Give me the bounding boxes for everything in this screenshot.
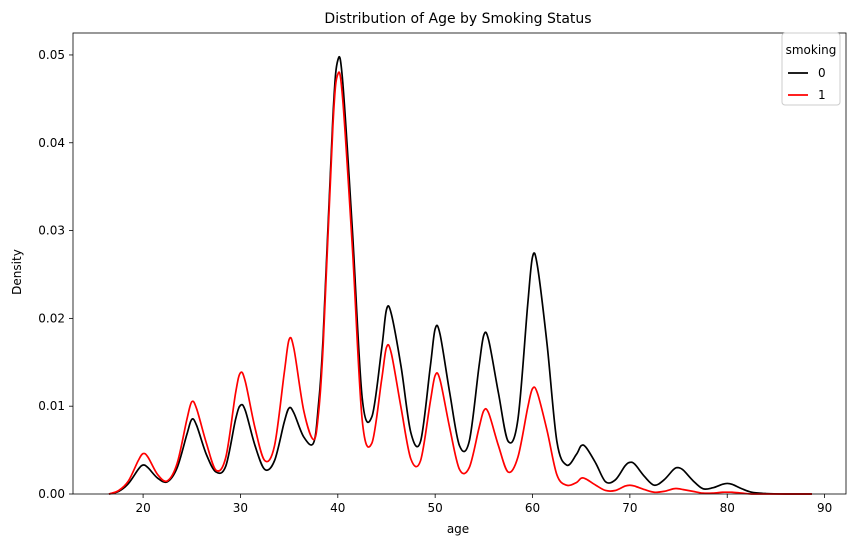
y-axis-label: Density [10,249,24,295]
legend-label-0: 0 [818,66,826,80]
plot-frame [72,32,847,495]
y-tick-label: 0.00 [38,487,65,501]
series-line-0 [108,55,812,495]
x-tick-label: 70 [622,501,637,515]
x-tick-label: 30 [233,501,248,515]
legend: smoking 0 1 [781,32,841,106]
series-line-1 [108,71,812,495]
x-tick-label: 50 [428,501,443,515]
plot-area: 20 30 40 50 60 70 80 90 0.000.010.020.030.040.0… [38,32,847,515]
y-tick-label: 0.04 [38,136,65,150]
legend-title: smoking [786,43,837,57]
y-tick-label: 0.05 [38,48,65,62]
x-tick-label: 40 [330,501,345,515]
x-tick-label: 60 [525,501,540,515]
y-tick-label: 0.03 [38,224,65,238]
x-tick-label: 20 [135,501,150,515]
legend-label-1: 1 [818,88,826,102]
y-axis-ticks: 0.00 0.01 0.02 0.03 0.04 0.05 [38,48,73,501]
legend-box [781,32,841,106]
x-tick-label: 90 [817,501,832,515]
series-lines [108,55,812,495]
x-tick-label: 80 [720,501,735,515]
y-tick-label: 0.01 [38,399,65,413]
y-tick-label: 0.02 [38,311,65,325]
chart-title: Distribution of Age by Smoking Status [324,11,591,27]
x-axis-label: age [447,522,469,536]
x-axis-ticks: 20 30 40 50 60 70 80 90 [135,494,832,515]
